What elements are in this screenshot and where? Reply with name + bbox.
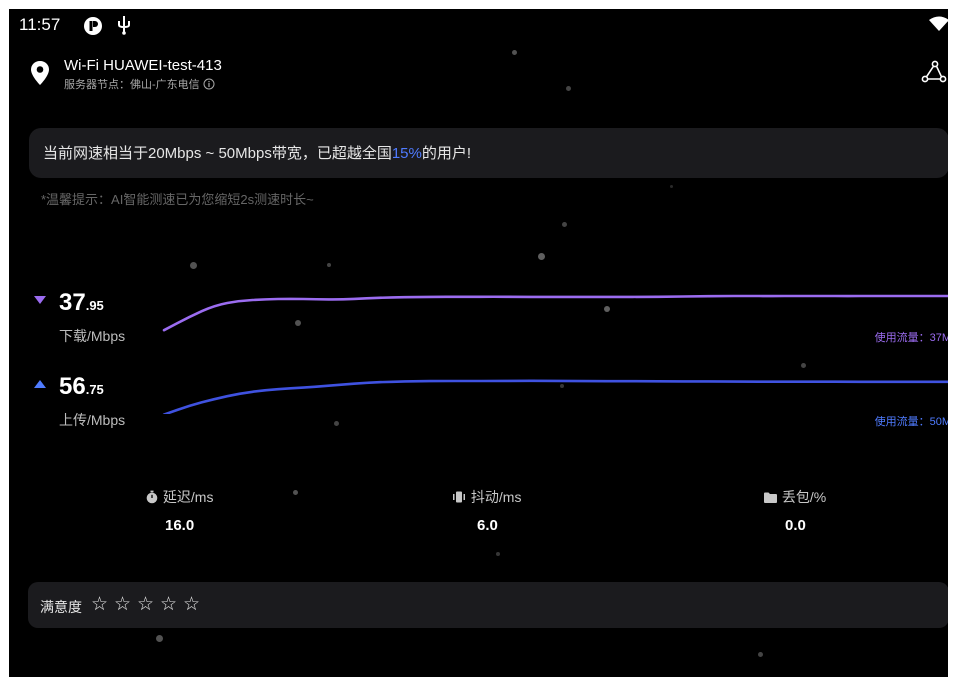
app-notification-icon — [84, 17, 102, 35]
satisfaction-label: 满意度 — [40, 599, 82, 615]
upload-speed-line — [162, 379, 948, 414]
packet-loss-label: 丢包/% — [763, 487, 883, 507]
rating-star-4[interactable]: ☆ — [160, 593, 178, 615]
download-triangle-icon — [34, 296, 46, 304]
jitter-icon — [453, 491, 465, 503]
background-star — [801, 363, 806, 368]
summary-suffix: 的用户! — [421, 145, 472, 162]
status-time: 11:57 — [19, 15, 61, 34]
latency-label: 延迟/ms — [145, 487, 265, 507]
tip-text: *温馨提示：AI智能测速已为您缩短2s测速时长~ — [41, 192, 314, 207]
server-node[interactable]: 服务器节点：佛山-广东电信 — [64, 76, 215, 92]
background-star — [295, 320, 301, 326]
download-speed-int: 37 — [59, 289, 86, 316]
rating-star-1[interactable]: ☆ — [91, 593, 109, 615]
latency-metric: 延迟/ms 16.0 — [145, 487, 265, 534]
server-node-label: 服务器节点：佛山-广东电信 — [64, 79, 200, 91]
upload-speed-dec: .75 — [85, 382, 104, 397]
background-star — [538, 253, 545, 260]
wifi-name: Wi-Fi HUAWEI-test-413 — [64, 57, 222, 74]
jitter-value: 6.0 — [477, 517, 498, 534]
usb-icon — [118, 16, 130, 35]
download-label: 下载/Mbps — [59, 328, 126, 344]
screen: 11:57 Wi-Fi HUAWEI-test-413 服务器节点：佛山-广东电… — [9, 9, 948, 677]
speed-summary-text: 当前网速相当于20Mbps ~ 50Mbps带宽，已超越全国15%的用户! — [43, 142, 471, 163]
background-star — [560, 384, 564, 388]
download-speed-value: 37.95 — [59, 289, 104, 317]
download-usage: 使用流量：37M — [874, 332, 948, 344]
packet-loss-value: 0.0 — [785, 517, 806, 534]
download-speed-dec: .95 — [85, 298, 104, 313]
summary-prefix: 当前网速相当于20Mbps ~ 50Mbps带宽，已超越全国 — [43, 145, 392, 162]
background-star — [512, 50, 517, 55]
speed-summary-banner: 当前网速相当于20Mbps ~ 50Mbps带宽，已超越全国15%的用户! — [29, 128, 948, 178]
upload-speed-int: 56 — [59, 373, 86, 400]
background-star — [334, 421, 339, 426]
jitter-metric: 抖动/ms 6.0 — [451, 487, 571, 534]
rating-star-5[interactable]: ☆ — [183, 593, 201, 615]
upload-speed-value: 56.75 — [59, 373, 104, 401]
upload-usage: 使用流量：50M — [874, 416, 948, 428]
background-star — [293, 490, 298, 495]
route-trace-icon[interactable] — [921, 59, 947, 85]
background-star — [156, 635, 163, 642]
packet-loss-metric: 丢包/% 0.0 — [763, 487, 883, 534]
rating-star-3[interactable]: ☆ — [137, 593, 155, 615]
upload-label: 上传/Mbps — [59, 412, 126, 428]
upload-triangle-icon — [34, 380, 46, 388]
location-pin-icon — [31, 61, 49, 85]
jitter-label: 抖动/ms — [451, 487, 571, 507]
speed-chart — [162, 294, 948, 414]
stopwatch-icon — [146, 490, 158, 504]
latency-value: 16.0 — [165, 517, 195, 534]
background-star — [566, 86, 571, 91]
background-star — [496, 552, 500, 556]
info-icon[interactable] — [203, 78, 215, 90]
satisfaction-rating-bar: 满意度 ☆ ☆ ☆ ☆ ☆ — [28, 582, 948, 628]
background-star — [562, 222, 567, 227]
background-star — [604, 306, 610, 312]
background-star — [670, 185, 673, 188]
background-star — [327, 263, 331, 267]
background-star — [190, 262, 197, 269]
download-speed-line — [162, 294, 948, 332]
background-star — [758, 652, 763, 657]
wifi-signal-icon — [929, 16, 948, 31]
folder-icon — [764, 492, 777, 503]
rating-star-2[interactable]: ☆ — [114, 593, 132, 615]
summary-percentile: 15% — [391, 145, 422, 162]
